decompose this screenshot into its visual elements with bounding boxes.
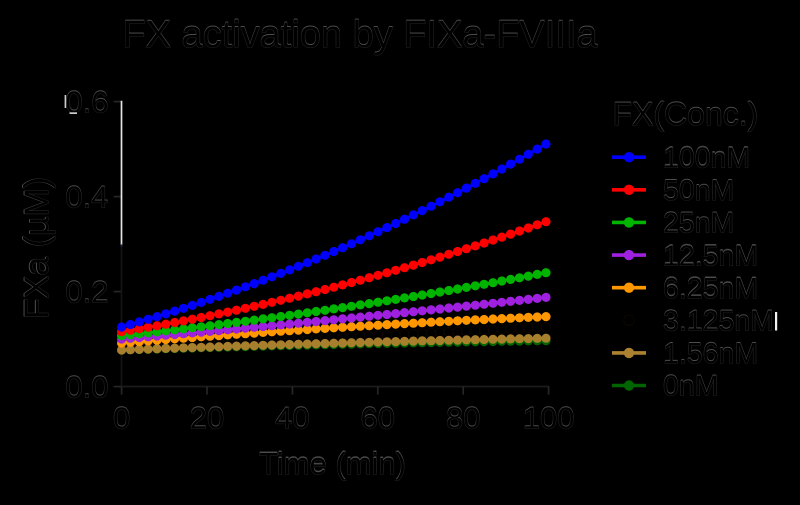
svg-text:FXa (µM): FXa (µM) [18, 177, 56, 319]
svg-text:12.5nM: 12.5nM [663, 240, 758, 272]
svg-text:FX activation by FIXa-FVIIIa: FX activation by FIXa-FVIIIa [122, 14, 598, 56]
svg-text:3.125nM: 3.125nM [663, 304, 774, 336]
svg-text:6.25nM: 6.25nM [663, 272, 758, 304]
svg-text:0nM: 0nM [663, 371, 718, 403]
svg-text:0.4: 0.4 [65, 179, 108, 214]
svg-text:Time (min): Time (min) [259, 446, 406, 481]
svg-text:1.56nM: 1.56nM [663, 338, 758, 370]
svg-text:100: 100 [523, 399, 575, 434]
svg-text:1.56nM: 1.56nM [663, 337, 758, 369]
svg-text:80: 80 [446, 399, 480, 434]
svg-text:25nM: 25nM [663, 208, 734, 240]
svg-text:0.2: 0.2 [65, 274, 108, 309]
svg-text:FX activation by FIXa-FVIIIa: FX activation by FIXa-FVIIIa [122, 13, 598, 55]
svg-text:40: 40 [275, 399, 309, 434]
svg-text:20: 20 [190, 401, 224, 436]
svg-text:60: 60 [361, 399, 395, 434]
svg-text:0.0: 0.0 [65, 370, 108, 405]
svg-text:FX(Conc.): FX(Conc.) [613, 96, 759, 132]
svg-text:3.125nM: 3.125nM [663, 306, 774, 338]
svg-text:60: 60 [361, 401, 395, 436]
svg-text:40: 40 [275, 401, 309, 436]
svg-text:50nM: 50nM [663, 175, 734, 207]
svg-text:100: 100 [523, 401, 575, 436]
svg-text:6.25nM: 6.25nM [663, 273, 758, 305]
svg-text:0.4: 0.4 [65, 180, 108, 215]
svg-text:0.2: 0.2 [65, 275, 108, 310]
svg-text:80: 80 [446, 401, 480, 436]
svg-text:100nM: 100nM [663, 141, 750, 173]
svg-text:50nM: 50nM [663, 174, 734, 206]
svg-text:12.5nM: 12.5nM [663, 239, 758, 271]
svg-text:100nM: 100nM [663, 142, 750, 174]
svg-text:FXa (µM): FXa (µM) [17, 177, 55, 319]
svg-text:20: 20 [190, 399, 224, 434]
svg-text:0: 0 [113, 399, 130, 434]
svg-text:0.6: 0.6 [65, 85, 108, 120]
svg-text:FX(Conc.): FX(Conc.) [613, 95, 759, 131]
svg-text:0: 0 [113, 401, 130, 436]
svg-text:25nM: 25nM [663, 206, 734, 238]
svg-text:0.0: 0.0 [65, 369, 108, 404]
svg-text:0nM: 0nM [663, 370, 718, 402]
svg-text:Time (min): Time (min) [259, 445, 406, 480]
